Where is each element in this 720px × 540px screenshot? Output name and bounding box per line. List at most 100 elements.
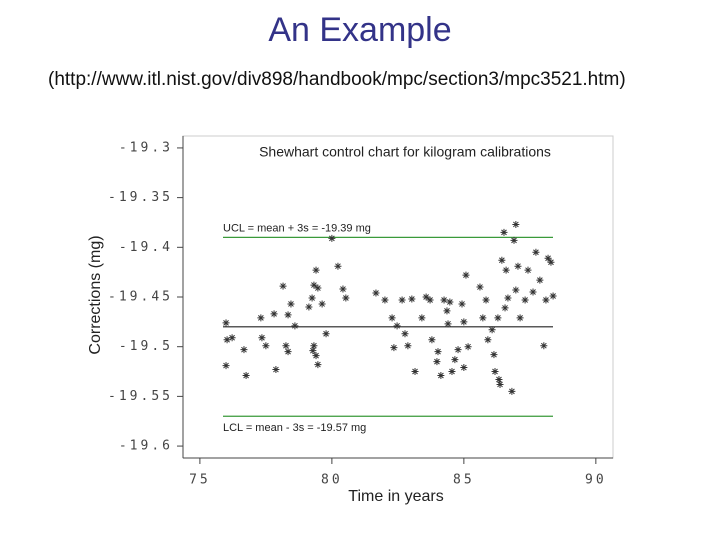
chart-title: Shewhart control chart for kilogram cali…	[259, 144, 551, 160]
point	[547, 258, 555, 266]
x-tick-label: 85	[453, 473, 475, 488]
point	[279, 282, 287, 290]
point	[372, 289, 380, 297]
point	[404, 342, 412, 350]
point	[440, 296, 448, 304]
point	[490, 351, 498, 359]
point	[500, 228, 508, 236]
y-tick-label: -19.4	[119, 240, 173, 255]
point	[494, 314, 502, 322]
point	[443, 307, 451, 315]
point	[501, 304, 509, 312]
point	[508, 387, 516, 395]
slide-subtitle: (http://www.itl.nist.gov/div898/handbook…	[48, 69, 626, 90]
point	[462, 271, 470, 279]
point	[334, 262, 342, 270]
point	[291, 322, 299, 330]
point	[512, 286, 520, 294]
point	[422, 293, 430, 301]
point	[510, 236, 518, 244]
point	[398, 296, 406, 304]
point	[322, 330, 330, 338]
point	[434, 348, 442, 356]
point	[437, 372, 445, 380]
point	[446, 298, 454, 306]
plot-frame	[182, 135, 614, 459]
x-tick-label: 80	[321, 473, 343, 488]
point	[339, 285, 347, 293]
point	[228, 334, 236, 342]
point	[484, 336, 492, 344]
y-axis-label: Corrections (mg)	[87, 235, 104, 354]
point	[549, 292, 557, 300]
point	[262, 342, 270, 350]
y-tick-label: -19.6	[119, 439, 173, 454]
y-tick-label: -19.3	[119, 140, 173, 155]
point	[460, 364, 468, 372]
point	[393, 322, 401, 330]
point	[460, 318, 468, 326]
point	[287, 300, 295, 308]
point	[479, 314, 487, 322]
point	[418, 314, 426, 322]
control-line-label: LCL = mean - 3s = -19.57 mg	[223, 422, 366, 434]
point	[498, 256, 506, 264]
point	[426, 296, 434, 304]
point	[222, 319, 230, 327]
point	[257, 314, 265, 322]
x-tick-label: 75	[189, 473, 211, 488]
slide-title: An Example	[268, 11, 451, 49]
control-line-label: UCL = mean + 3s = -19.39 mg	[223, 222, 371, 234]
point	[488, 326, 496, 334]
point	[524, 266, 532, 274]
point	[542, 296, 550, 304]
point	[411, 368, 419, 376]
point	[314, 361, 322, 369]
point	[318, 300, 326, 308]
point	[504, 294, 512, 302]
point	[284, 348, 292, 356]
point	[496, 380, 504, 388]
point	[516, 314, 524, 322]
point	[495, 375, 503, 383]
point	[464, 343, 472, 351]
point	[512, 220, 520, 228]
point	[381, 296, 389, 304]
point	[454, 346, 462, 354]
point	[540, 342, 548, 350]
point	[544, 254, 552, 262]
point	[448, 368, 456, 376]
point	[401, 330, 409, 338]
x-axis-label: Time in years	[348, 488, 443, 505]
point	[305, 303, 313, 311]
point	[223, 336, 231, 344]
point	[444, 320, 452, 328]
point	[428, 336, 436, 344]
point	[282, 342, 290, 350]
point	[529, 288, 537, 296]
point	[309, 347, 317, 355]
point	[502, 266, 510, 274]
y-tick-label: -19.35	[108, 190, 173, 205]
point	[536, 276, 544, 284]
y-tick-label: -19.45	[108, 290, 173, 305]
point	[222, 362, 230, 370]
y-tick-label: -19.55	[108, 389, 173, 404]
point	[284, 311, 292, 319]
point	[482, 296, 490, 304]
y-tick-label: -19.5	[119, 339, 173, 354]
point	[328, 234, 336, 242]
point	[240, 346, 248, 354]
point	[532, 248, 540, 256]
point	[514, 262, 522, 270]
point	[270, 310, 278, 318]
point	[312, 352, 320, 360]
point	[408, 295, 416, 303]
point	[476, 283, 484, 291]
point	[390, 344, 398, 352]
point	[312, 266, 320, 274]
point	[272, 366, 280, 374]
point	[242, 372, 250, 380]
point	[521, 296, 529, 304]
